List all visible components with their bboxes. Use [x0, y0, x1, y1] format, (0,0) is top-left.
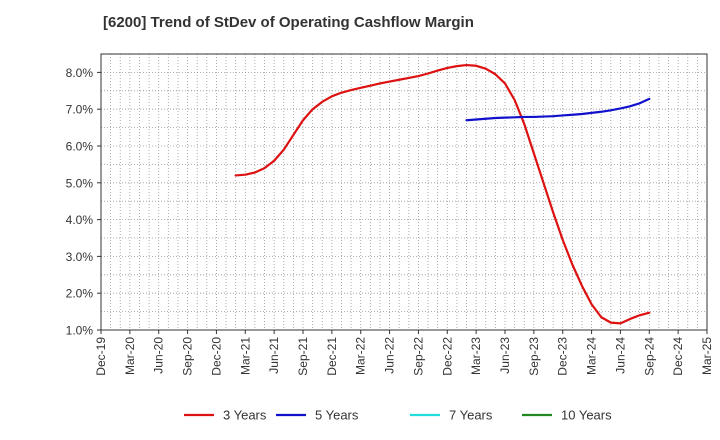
x-tick-label: Mar-23: [469, 337, 483, 375]
legend-label: 10 Years: [561, 408, 612, 423]
legend-item-10-years: 10 Years: [522, 408, 612, 423]
y-tick-label: 4.0%: [66, 213, 94, 227]
x-tick-label: Dec-21: [325, 337, 339, 376]
x-tick-label: Sep-23: [527, 337, 541, 376]
series-line-5-years: [465, 97, 651, 122]
legend-item-3-years: 3 Years: [184, 408, 267, 423]
y-tick-label: 7.0%: [66, 103, 94, 117]
x-tick-label: Jun-22: [383, 337, 397, 374]
x-tick-label: Sep-22: [411, 337, 425, 376]
y-tick-label: 6.0%: [66, 140, 94, 154]
chart-title: [6200] Trend of StDev of Operating Cashf…: [103, 14, 474, 31]
x-tick-label: Mar-20: [123, 337, 137, 375]
y-tick-label: 1.0%: [66, 324, 94, 338]
plot-area: [101, 54, 707, 330]
legend-item-5-years: 5 Years: [276, 408, 359, 423]
x-tick-label: Dec-19: [94, 337, 108, 376]
x-tick-label: Mar-22: [354, 337, 368, 375]
x-tick-label: Dec-20: [209, 337, 223, 376]
x-tick-label: Mar-24: [585, 337, 599, 375]
x-tick-label: Dec-24: [671, 337, 685, 376]
x-tick-label: Sep-20: [181, 337, 195, 376]
legend-label: 5 Years: [315, 408, 359, 423]
x-tick-label: Sep-21: [296, 337, 310, 376]
series-line-3-years: [234, 63, 651, 325]
x-tick-label: Jun-24: [613, 337, 627, 374]
x-tick-label: Jun-21: [267, 337, 281, 374]
x-tick-label: Dec-22: [440, 337, 454, 376]
x-tick-label: Mar-25: [700, 337, 714, 375]
y-tick-label: 8.0%: [66, 66, 94, 80]
x-tick-label: Jun-23: [498, 337, 512, 374]
x-tick-label: Dec-23: [556, 337, 570, 376]
x-tick-label: Jun-20: [152, 337, 166, 374]
y-tick-label: 2.0%: [66, 287, 94, 301]
plot-frame: [100, 53, 708, 331]
legend-item-7-years: 7 Years: [410, 408, 493, 423]
y-tick-label: 5.0%: [66, 176, 94, 190]
legend-label: 3 Years: [223, 408, 267, 423]
x-tick-label: Mar-21: [238, 337, 252, 375]
legend-label: 7 Years: [449, 408, 493, 423]
y-tick-label: 3.0%: [66, 250, 94, 264]
x-tick-label: Sep-24: [642, 337, 656, 376]
